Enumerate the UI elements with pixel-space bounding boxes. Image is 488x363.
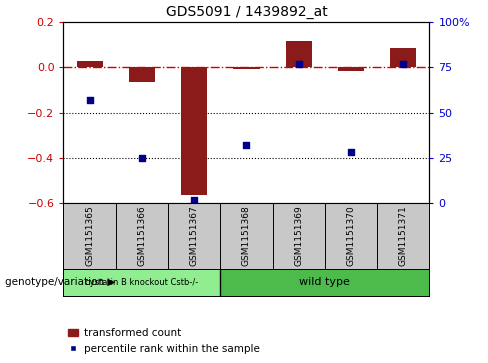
Text: GSM1151371: GSM1151371 (399, 205, 408, 266)
Text: GSM1151367: GSM1151367 (190, 205, 199, 266)
Bar (233, 67, 260, 69)
Title: GDS5091 / 1439892_at: GDS5091 / 1439892_at (165, 5, 327, 19)
Bar (338, 67, 364, 70)
Bar (129, 67, 155, 82)
Bar (390, 48, 416, 67)
Text: wild type: wild type (300, 277, 350, 287)
Text: GSM1151365: GSM1151365 (85, 205, 94, 266)
Point (243, 142, 250, 148)
Legend: transformed count, percentile rank within the sample: transformed count, percentile rank withi… (64, 324, 264, 358)
Text: genotype/variation ▶: genotype/variation ▶ (5, 277, 115, 287)
Text: GSM1151366: GSM1151366 (137, 205, 146, 266)
Point (347, 150, 355, 155)
Point (190, 197, 198, 203)
Bar (77, 61, 102, 67)
Point (86, 97, 94, 103)
Point (399, 61, 407, 66)
Bar (220, 269, 429, 296)
Point (138, 155, 146, 161)
Point (295, 61, 303, 66)
Text: GSM1151370: GSM1151370 (346, 205, 356, 266)
Bar (181, 67, 207, 195)
Bar (285, 41, 312, 67)
Text: GSM1151369: GSM1151369 (294, 205, 303, 266)
Text: cystatin B knockout Cstb-/-: cystatin B knockout Cstb-/- (85, 278, 199, 287)
Text: GSM1151368: GSM1151368 (242, 205, 251, 266)
